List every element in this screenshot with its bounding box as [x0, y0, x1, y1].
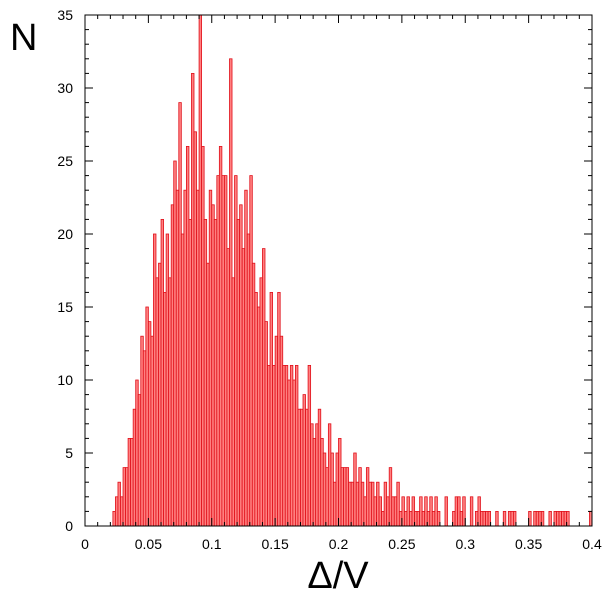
- histogram-bars: [112, 14, 593, 527]
- x-tick-label: 0.25: [388, 536, 415, 552]
- x-tick-label: 0.3: [456, 536, 476, 552]
- x-tick-label: 0.35: [515, 536, 542, 552]
- x-tick-labels: 0 0.05 0.1 0.15 0.2 0.25 0.3 0.35 0.4: [81, 536, 602, 552]
- x-tick-label: 0.15: [262, 536, 289, 552]
- y-tick-label: 15: [57, 299, 73, 315]
- x-tick-label: 0.05: [135, 536, 162, 552]
- histogram-bar: [469, 496, 474, 527]
- y-tick-label: 20: [57, 226, 73, 242]
- y-tick-label: 5: [65, 445, 73, 461]
- histogram-bar: [548, 510, 552, 527]
- y-tick-label: 30: [57, 80, 73, 96]
- y-tick-label: 25: [57, 153, 73, 169]
- y-tick-label: 35: [57, 7, 73, 23]
- x-tick-label: 0.2: [329, 536, 349, 552]
- y-tick-label: 10: [57, 372, 73, 388]
- axis-ticks: [84, 14, 593, 527]
- x-tick-label: 0.4: [582, 536, 602, 552]
- y-tick-label: 0: [65, 518, 73, 534]
- x-tick-label: 0: [81, 536, 89, 552]
- x-axis-title: Δ/V: [307, 555, 369, 597]
- histogram-bar: [444, 496, 448, 527]
- y-axis-title: N: [10, 17, 37, 59]
- histogram-bar: [495, 510, 499, 527]
- y-tick-labels: 0 5 10 15 20 25 30 35: [57, 7, 73, 534]
- x-tick-label: 0.1: [202, 536, 222, 552]
